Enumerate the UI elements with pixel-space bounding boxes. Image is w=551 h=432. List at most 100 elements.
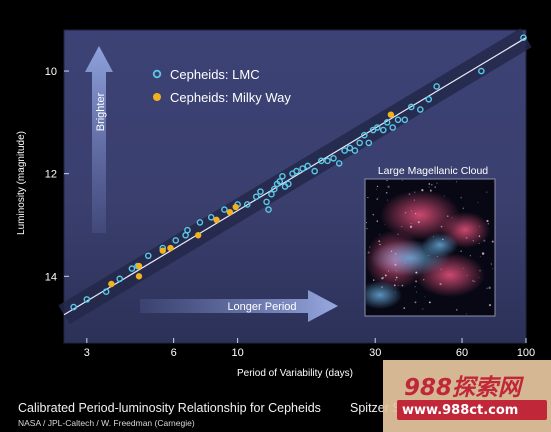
inset-star <box>465 236 468 239</box>
inset-star <box>469 255 471 257</box>
point-lmc <box>389 124 397 131</box>
point-lmc <box>144 252 152 260</box>
legend-item-milky-way: Cepheids: Milky Way <box>153 90 291 105</box>
legend-marker-lmc <box>152 69 162 79</box>
legend-item-lmc: Cepheids: LMC <box>152 67 260 82</box>
inset-star <box>382 276 384 279</box>
point-lmc <box>265 206 272 213</box>
point-lmc <box>335 160 343 167</box>
inset-star <box>380 285 384 289</box>
inset-star <box>428 301 431 304</box>
x-tick-label: 100 <box>517 347 535 359</box>
point-lmc <box>243 201 251 208</box>
inset-star <box>381 277 384 280</box>
point-lmc <box>299 165 306 172</box>
inset-star <box>395 279 397 281</box>
inset-star <box>443 195 445 197</box>
point-lmc <box>407 103 415 111</box>
inset-star <box>442 238 444 240</box>
point-lmc <box>330 154 337 162</box>
figure-caption: Calibrated Period-luminosity Relationshi… <box>18 401 321 415</box>
fit-line <box>63 37 527 316</box>
inset-star <box>415 271 418 274</box>
inset-star <box>478 277 480 278</box>
inset-star <box>395 253 397 255</box>
inset-star <box>405 262 407 264</box>
point-lmc <box>172 237 180 244</box>
inset-star <box>460 250 462 252</box>
inset-star <box>391 250 393 252</box>
point-lmc <box>207 213 215 221</box>
inset-star <box>434 186 436 188</box>
inset-star <box>460 197 462 199</box>
inset-star <box>366 227 368 230</box>
point-lmc <box>221 206 228 213</box>
inset-star <box>486 287 488 290</box>
inset-star <box>414 301 417 304</box>
inset-star <box>486 191 488 193</box>
point-lmc <box>351 147 359 154</box>
inset-star <box>477 202 479 203</box>
point-lmc <box>394 116 402 124</box>
inset-star <box>440 268 442 270</box>
inset-star <box>397 233 399 236</box>
point-lmc <box>279 172 286 180</box>
inset-star <box>409 225 413 229</box>
point-lmc <box>102 288 110 295</box>
inset-star <box>478 235 481 237</box>
lmc-inset: Large Magellanic Cloud <box>364 165 496 317</box>
inset-star <box>433 236 435 238</box>
inset-star <box>479 225 481 228</box>
lmc-image <box>366 180 494 315</box>
point-lmc <box>425 95 433 103</box>
inset-star <box>456 181 458 183</box>
inset-star <box>462 267 464 269</box>
point-lmc <box>373 124 381 131</box>
inset-star <box>481 252 485 255</box>
longer-period-arrow <box>140 290 338 322</box>
inset-star <box>416 291 418 293</box>
point-lmc <box>293 167 300 175</box>
point-lmc <box>311 167 318 175</box>
inset-star <box>429 189 432 192</box>
y-axis-label: Luminosity (magnitude) <box>16 131 27 235</box>
inset-star <box>413 199 416 201</box>
watermark-background <box>383 360 551 432</box>
inset-star <box>423 279 425 281</box>
point-lmc <box>365 139 373 147</box>
inset-star <box>367 196 369 199</box>
inset-star <box>384 224 386 225</box>
inset-star <box>491 240 494 243</box>
point-lmc <box>116 275 123 283</box>
inset-star <box>387 185 390 188</box>
inset-star <box>376 185 379 188</box>
point-lmc <box>184 226 191 234</box>
point-lmc <box>83 296 91 303</box>
y-tick-label: 14 <box>45 271 57 283</box>
point-milky-way <box>135 273 143 280</box>
inset-star <box>436 182 438 184</box>
inset-star <box>486 219 489 223</box>
inset-star <box>379 243 381 246</box>
inset-star <box>480 256 481 258</box>
inset-star <box>367 251 370 254</box>
point-lmc <box>268 190 275 198</box>
point-lmc <box>304 162 312 170</box>
inset-star <box>473 280 476 283</box>
point-lmc <box>383 119 391 126</box>
inset-star <box>490 263 492 265</box>
point-lmc <box>263 198 270 206</box>
point-lmc <box>417 106 424 113</box>
inset-star <box>376 220 378 222</box>
inset-star <box>431 184 433 186</box>
inset-star <box>472 240 475 242</box>
inset-star <box>395 270 397 272</box>
point-milky-way <box>226 208 234 216</box>
inset-star <box>462 207 464 209</box>
inset-star <box>410 222 412 224</box>
inset-star <box>439 282 442 286</box>
y-tick-label: 10 <box>45 66 57 78</box>
inset-star <box>493 181 494 183</box>
point-milky-way <box>232 203 239 211</box>
